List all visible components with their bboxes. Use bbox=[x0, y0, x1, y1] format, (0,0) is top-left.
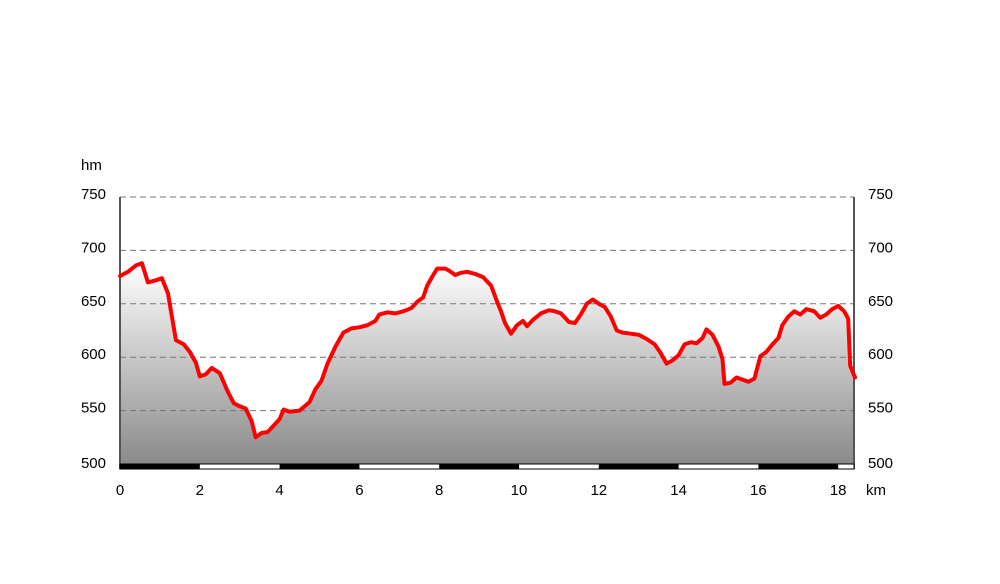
x-tick-label-8: 8 bbox=[435, 482, 443, 499]
y-tick-label-left-500: 500 bbox=[81, 455, 106, 472]
y-tick-label-right-700: 700 bbox=[868, 239, 893, 256]
x-tick-label-16: 16 bbox=[750, 482, 767, 499]
y-tick-label-left-700: 700 bbox=[81, 239, 106, 256]
x-tick-label-0: 0 bbox=[116, 482, 124, 499]
x-tick-label-4: 4 bbox=[275, 482, 283, 499]
x-tick-label-18: 18 bbox=[830, 482, 847, 499]
y-tick-label-right-500: 500 bbox=[868, 455, 893, 472]
y-tick-label-left-750: 750 bbox=[81, 186, 106, 203]
y-tick-label-right-550: 550 bbox=[868, 400, 893, 417]
scale-bar-segment-0 bbox=[120, 464, 200, 469]
x-axis-unit-label: km bbox=[866, 482, 886, 499]
scale-bar-segment-12 bbox=[598, 464, 679, 469]
y-tick-label-right-650: 650 bbox=[868, 293, 893, 310]
y-tick-label-right-750: 750 bbox=[868, 186, 893, 203]
y-tick-label-left-600: 600 bbox=[81, 346, 106, 363]
x-tick-label-2: 2 bbox=[196, 482, 204, 499]
y-tick-label-left-650: 650 bbox=[81, 293, 106, 310]
x-tick-label-12: 12 bbox=[590, 482, 607, 499]
y-axis-unit-label: hm bbox=[81, 157, 102, 174]
elevation-line bbox=[118, 261, 857, 440]
x-tick-label-6: 6 bbox=[355, 482, 363, 499]
x-tick-label-14: 14 bbox=[670, 482, 687, 499]
x-tick-label-10: 10 bbox=[511, 482, 528, 499]
y-tick-label-right-600: 600 bbox=[868, 346, 893, 363]
scale-bar-segment-8 bbox=[439, 464, 519, 469]
y-tick-label-left-550: 550 bbox=[81, 400, 106, 417]
scale-bar-segment-4 bbox=[279, 464, 360, 469]
elevation-area-fill bbox=[120, 263, 855, 464]
scale-bar-segment-16 bbox=[758, 464, 839, 469]
